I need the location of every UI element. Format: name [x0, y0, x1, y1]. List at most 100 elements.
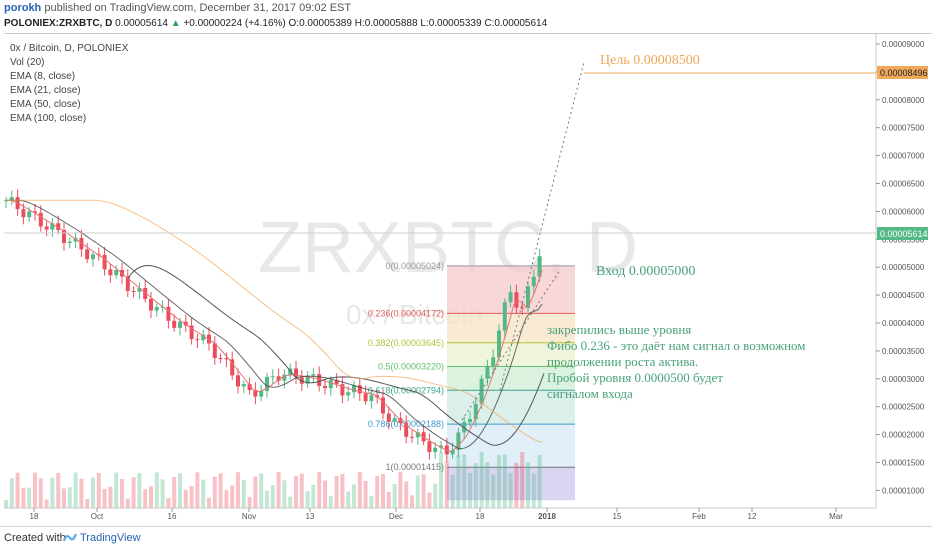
candle-body [137, 287, 142, 292]
volume-bar [9, 478, 14, 508]
x-tick-label: Nov [242, 512, 256, 521]
volume-bar [276, 472, 281, 508]
candle-body [247, 384, 252, 390]
candle-body [526, 286, 530, 308]
volume-bar [282, 480, 287, 508]
legend-ema21[interactable]: EMA (21, close) [10, 85, 81, 96]
candle-body [531, 276, 536, 287]
volume-bar [96, 472, 101, 508]
candle-body [352, 385, 356, 393]
published-text: published on TradingView.com, December 3… [44, 2, 352, 14]
volume-bar [398, 472, 403, 508]
volume-bar [520, 452, 525, 508]
volume-bar [346, 491, 351, 508]
volume-bar [334, 475, 339, 508]
x-tick-label: 13 [306, 512, 315, 521]
legend-ema100[interactable]: EMA (100, close) [10, 113, 87, 124]
volume-bar [299, 473, 304, 508]
candle-body [514, 292, 519, 308]
created-with-text: Created with [4, 532, 66, 544]
candle-body [491, 357, 496, 366]
legend-series[interactable]: 0x / Bitcoin, D, POLONIEX [10, 43, 129, 54]
legend-volume[interactable]: Vol (20) [10, 57, 45, 68]
volume-bar [183, 489, 188, 508]
candle-body [189, 325, 194, 340]
candle-body [386, 413, 391, 422]
candle-body [44, 226, 49, 230]
annotation-line: сигналом входа [547, 386, 633, 401]
volume-bar [131, 477, 136, 508]
candle-body [334, 379, 339, 385]
candle-body [381, 397, 385, 414]
volume-bar [352, 484, 356, 508]
volume-bar [526, 462, 530, 508]
volume-bar [27, 487, 32, 508]
candle-body [102, 254, 107, 270]
volume-bar [201, 479, 206, 508]
candle-body [73, 237, 78, 242]
volume-bar [38, 478, 43, 508]
candle-body [415, 432, 420, 438]
volume-bar [21, 488, 26, 508]
volume-bar [444, 461, 449, 508]
volume-bar [212, 476, 217, 508]
volume-bar [230, 485, 235, 508]
volume-bar [462, 454, 467, 508]
candle-body [143, 287, 148, 299]
candle-body [154, 307, 159, 311]
entry-text: Вход 0.00005000 [596, 264, 695, 279]
y-tick-label: 0.00008000 [882, 96, 925, 105]
candle-body [502, 302, 507, 331]
volume-bar [502, 454, 507, 508]
footer: Created with TradingView [0, 526, 932, 551]
volume-bar [456, 455, 461, 508]
y-tick-label: 0.00003500 [882, 347, 925, 356]
y-tick-label: 0.00006500 [882, 180, 925, 189]
volume-bar [265, 490, 269, 508]
candle-body [33, 211, 37, 213]
candle-body [91, 254, 95, 260]
volume-bar [224, 490, 229, 508]
x-tick-label: 16 [168, 512, 177, 521]
tradingview-brand[interactable]: TradingView [80, 532, 141, 544]
x-tick-label: 2018 [538, 512, 556, 521]
current-price-label: 0.00005614 [880, 229, 928, 239]
ema100-line [6, 199, 543, 443]
x-tick-label: Dec [389, 512, 403, 521]
candle-body [183, 321, 188, 326]
volume-bar [386, 491, 391, 508]
candle-body [253, 389, 258, 397]
publish-bar: porokh published on TradingView.com, Dec… [0, 0, 932, 16]
volume-bar [172, 476, 177, 508]
candle-body [224, 358, 229, 360]
volume-bar [450, 474, 455, 508]
candle-body [357, 385, 362, 394]
y-tick-label: 0.00004000 [882, 319, 925, 328]
volume-bar [15, 472, 20, 508]
volume-bar [33, 472, 37, 508]
volume-bar [154, 472, 159, 508]
volume-bar [294, 476, 298, 508]
author-link[interactable]: porokh [4, 2, 42, 14]
legend-ema50[interactable]: EMA (50, close) [10, 99, 81, 110]
candle-body [363, 393, 368, 402]
volume-bar [4, 500, 8, 508]
volume-bar [149, 486, 153, 508]
fib-level-label: 0.5(0.00003220) [378, 362, 444, 372]
volume-bar [207, 497, 211, 508]
volume-bar [143, 489, 148, 508]
fib-level-label: 1(0.00001415) [385, 462, 444, 472]
candle-body [497, 330, 501, 358]
volume-bar [363, 480, 368, 508]
volume-bar [178, 473, 182, 508]
annotation-line: Пробой уровня 0.0000500 будет [547, 370, 723, 385]
candle-body [537, 256, 542, 277]
tradingview-logo-icon [62, 533, 78, 542]
legend-ema8[interactable]: EMA (8, close) [10, 71, 76, 82]
volume-bar [137, 473, 142, 508]
volume-bar [369, 495, 374, 508]
fib-level-label: 0(0.00005024) [385, 261, 444, 271]
candle-body [450, 449, 455, 455]
volume-bar [404, 481, 409, 508]
